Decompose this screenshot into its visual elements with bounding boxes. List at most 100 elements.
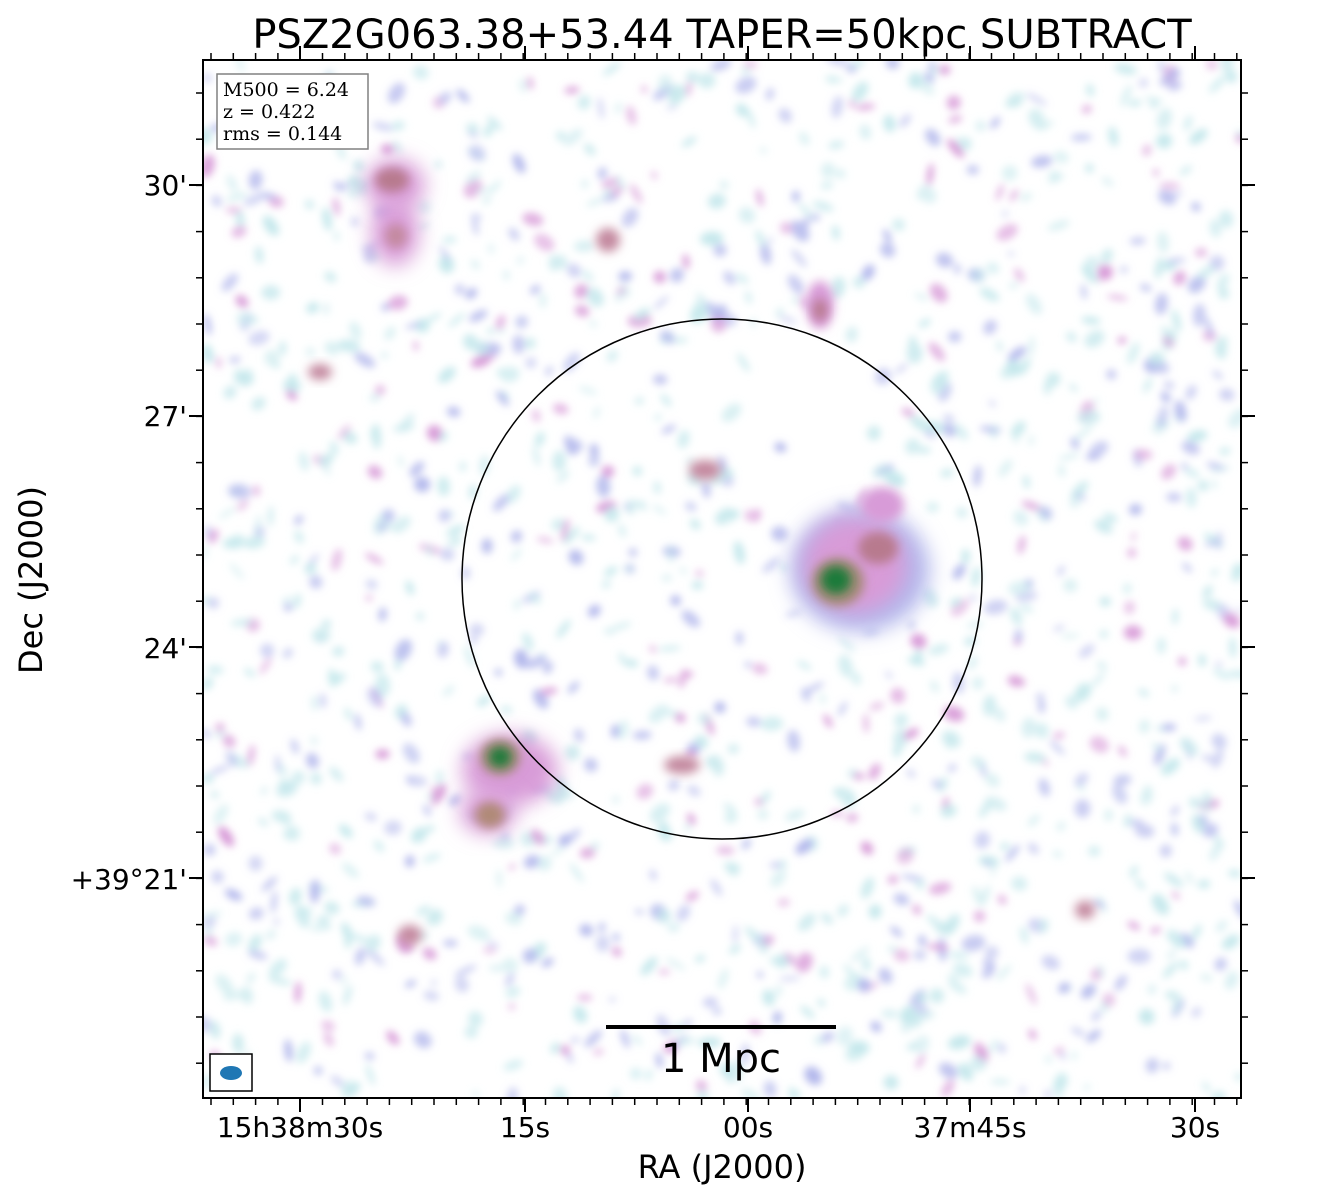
noise-blob xyxy=(826,60,849,67)
noise-blob xyxy=(213,804,229,825)
noise-blob xyxy=(811,213,820,222)
noise-blob xyxy=(552,1086,568,1098)
noise-blob xyxy=(929,988,945,1004)
noise-blob xyxy=(1159,844,1172,858)
noise-blob xyxy=(1166,492,1182,502)
noise-blob xyxy=(487,116,503,131)
noise-blob xyxy=(1160,391,1171,403)
noise-blob xyxy=(990,857,998,878)
noise-blob xyxy=(322,302,330,315)
noise-blob xyxy=(741,838,751,850)
noise-blob xyxy=(727,743,739,754)
noise-blob xyxy=(1077,409,1101,425)
noise-blob xyxy=(1044,1089,1052,1098)
noise-blob xyxy=(1200,974,1213,982)
noise-blob xyxy=(691,581,704,590)
noise-blob xyxy=(770,526,789,542)
noise-blob xyxy=(222,990,244,1001)
noise-blob xyxy=(425,825,435,832)
noise-blob xyxy=(700,231,724,246)
noise-blob xyxy=(229,356,241,364)
axis-ticks xyxy=(189,46,1255,1112)
noise-blob xyxy=(787,274,804,295)
noise-blob xyxy=(644,1069,653,1081)
noise-blob xyxy=(697,712,711,726)
noise-blob xyxy=(1205,317,1214,338)
noise-blob xyxy=(890,687,906,704)
noise-blob xyxy=(687,785,701,797)
noise-blob xyxy=(405,979,417,988)
noise-blob xyxy=(248,855,263,872)
noise-blob xyxy=(647,665,659,681)
noise-blob xyxy=(349,321,362,340)
noise-blob xyxy=(337,424,351,440)
noise-blob xyxy=(990,116,1001,129)
noise-blob xyxy=(634,909,644,914)
noise-blob xyxy=(986,262,999,274)
noise-blob xyxy=(489,179,502,194)
noise-blob xyxy=(915,1010,936,1021)
noise-blob xyxy=(601,177,619,189)
noise-blob xyxy=(981,964,996,979)
noise-blob xyxy=(344,707,352,721)
noise-blob xyxy=(203,73,212,83)
noise-blob xyxy=(1187,430,1208,443)
noise-blob xyxy=(218,507,236,519)
noise-blob xyxy=(522,948,538,964)
noise-blob xyxy=(983,599,1008,615)
noise-blob xyxy=(1052,731,1065,740)
noise-blob xyxy=(365,1064,375,1086)
noise-blob xyxy=(590,841,600,851)
noise-blob xyxy=(741,1088,761,1098)
noise-blob xyxy=(306,302,320,314)
noise-blob xyxy=(1156,133,1173,149)
noise-blob xyxy=(259,657,272,675)
noise-blob xyxy=(310,924,330,932)
noise-blob xyxy=(894,363,908,374)
noise-blob xyxy=(413,1031,432,1049)
noise-blob xyxy=(653,481,662,495)
noise-blob xyxy=(264,349,280,367)
noise-blob xyxy=(505,972,515,987)
noise-blob xyxy=(922,588,939,608)
noise-blob xyxy=(536,536,554,544)
noise-blob xyxy=(676,904,691,922)
noise-blob xyxy=(631,1034,643,1046)
noise-blob xyxy=(887,875,899,884)
noise-blob xyxy=(506,485,521,504)
noise-blob xyxy=(972,886,984,907)
noise-blob xyxy=(1173,270,1186,286)
noise-blob xyxy=(464,1026,478,1039)
noise-blob xyxy=(1228,408,1241,429)
noise-blob xyxy=(1178,657,1187,666)
noise-blob xyxy=(570,1037,580,1043)
noise-blob xyxy=(1151,742,1163,752)
noise-blob xyxy=(881,1009,899,1019)
noise-blob xyxy=(1086,83,1095,97)
noise-blob xyxy=(496,390,509,407)
noise-blob xyxy=(1129,503,1142,516)
noise-blob xyxy=(649,645,657,653)
noise-blob xyxy=(966,621,984,629)
noise-blob xyxy=(658,969,671,975)
noise-blob xyxy=(597,167,608,180)
noise-blob xyxy=(943,706,965,722)
noise-blob xyxy=(528,592,542,605)
noise-blob xyxy=(453,530,458,548)
noise-blob xyxy=(377,522,387,532)
noise-blob xyxy=(830,811,844,817)
noise-blob xyxy=(820,912,834,925)
noise-blob xyxy=(248,907,264,920)
noise-blob xyxy=(611,724,620,739)
noise-blob xyxy=(438,366,456,384)
noise-blob xyxy=(912,804,920,814)
noise-blob xyxy=(729,944,741,954)
noise-blob xyxy=(386,1030,400,1045)
noise-blob xyxy=(586,197,604,207)
noise-blob xyxy=(514,598,520,611)
noise-blob xyxy=(834,168,846,179)
noise-blob xyxy=(861,264,875,281)
noise-blob xyxy=(1023,475,1030,489)
noise-blob xyxy=(1075,493,1087,500)
noise-blob xyxy=(225,206,242,214)
